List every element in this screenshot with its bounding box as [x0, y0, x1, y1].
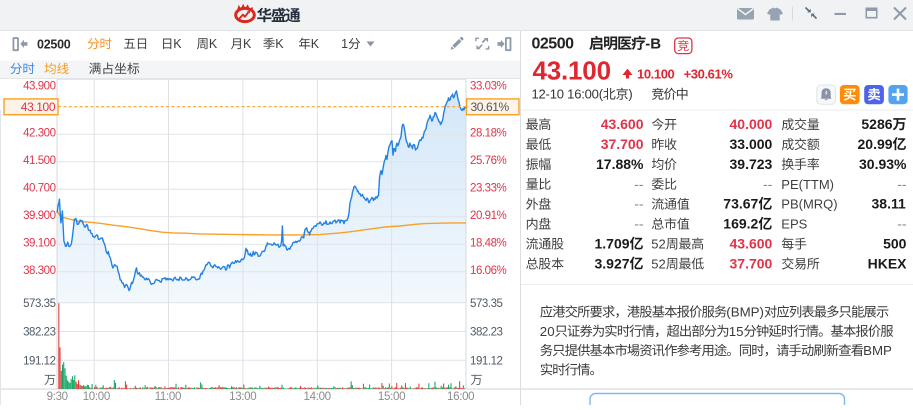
svg-text:52: 52 [651, 256, 665, 271]
svg-text:39.723: 39.723 [730, 156, 773, 172]
svg-text:K: K [209, 37, 218, 51]
svg-text:573.35: 573.35 [470, 298, 503, 310]
svg-text:BMP: BMP [863, 343, 892, 358]
svg-text:+30.61%: +30.61% [684, 67, 734, 82]
svg-text:1.709: 1.709 [595, 236, 630, 252]
svg-text:--: -- [634, 196, 644, 212]
svg-text:37.700: 37.700 [730, 255, 773, 271]
svg-text:25.76%: 25.76% [470, 155, 507, 167]
svg-text:382.23: 382.23 [23, 327, 56, 339]
svg-text:43.600: 43.600 [601, 116, 644, 132]
svg-text:--: -- [897, 216, 907, 232]
svg-text:20: 20 [540, 324, 555, 339]
svg-text:20.91%: 20.91% [470, 210, 507, 222]
svg-text:30.93%: 30.93% [859, 156, 907, 172]
svg-text:39.900: 39.900 [23, 210, 56, 222]
svg-text:382.23: 382.23 [470, 327, 503, 339]
svg-text:33.000: 33.000 [730, 136, 773, 152]
svg-text:--: -- [763, 176, 773, 192]
svg-text:14:00: 14:00 [304, 391, 331, 403]
svg-text:K: K [311, 37, 320, 51]
svg-text:HKEX: HKEX [868, 255, 908, 271]
svg-text:PB(MRQ): PB(MRQ) [781, 197, 837, 212]
svg-text:16.06%: 16.06% [470, 265, 507, 277]
svg-text:43.100: 43.100 [21, 100, 56, 114]
svg-text:30.61%: 30.61% [471, 100, 510, 114]
svg-text:39.100: 39.100 [23, 238, 56, 250]
svg-text:41.500: 41.500 [23, 155, 56, 167]
svg-text:20.99: 20.99 [858, 136, 893, 152]
svg-text:23.33%: 23.33% [470, 183, 507, 195]
svg-text:43.600: 43.600 [730, 236, 773, 252]
svg-text:11:00: 11:00 [155, 391, 181, 403]
svg-text:02500: 02500 [37, 37, 71, 51]
svg-text:33.03%: 33.03% [470, 80, 507, 92]
svg-text:40.700: 40.700 [23, 183, 56, 195]
svg-text:18.48%: 18.48% [470, 238, 507, 250]
svg-text:--: -- [897, 176, 907, 192]
svg-text:40.000: 40.000 [730, 116, 773, 132]
svg-text:K: K [275, 37, 284, 51]
svg-text:573.35: 573.35 [23, 298, 56, 310]
svg-text:K: K [173, 37, 182, 51]
svg-text:52: 52 [651, 237, 665, 252]
svg-text:PE(TTM): PE(TTM) [781, 177, 834, 192]
svg-text:191.12: 191.12 [470, 355, 503, 367]
svg-text:38.11: 38.11 [872, 196, 906, 212]
svg-text:15: 15 [729, 324, 744, 339]
svg-text:9:30: 9:30 [47, 391, 68, 403]
svg-text:K: K [243, 37, 252, 51]
svg-text:42.300: 42.300 [23, 128, 56, 140]
svg-text:EPS: EPS [781, 217, 807, 232]
svg-text:3.927: 3.927 [595, 255, 630, 271]
svg-text:13:00: 13:00 [229, 391, 256, 403]
svg-text:10.100: 10.100 [637, 67, 675, 82]
svg-text:28.18%: 28.18% [470, 128, 507, 140]
svg-text:38.300: 38.300 [23, 265, 56, 277]
svg-text:37.700: 37.700 [601, 136, 644, 152]
svg-text:02500: 02500 [532, 36, 575, 53]
svg-text:16:00: 16:00 [447, 391, 474, 403]
svg-text:10:00: 10:00 [83, 391, 110, 403]
svg-text:43.900: 43.900 [23, 80, 56, 92]
svg-text:169.2: 169.2 [723, 216, 758, 232]
svg-text:(BMP): (BMP) [726, 305, 764, 320]
svg-text:): ) [628, 87, 632, 102]
svg-text:17.88%: 17.88% [596, 156, 644, 172]
svg-text:5286: 5286 [861, 116, 892, 132]
svg-text:191.12: 191.12 [23, 355, 56, 367]
svg-text:-B: -B [645, 36, 661, 53]
svg-text:500: 500 [883, 236, 907, 252]
svg-text:12-10 16:00(: 12-10 16:00( [532, 87, 604, 102]
svg-text:1: 1 [341, 37, 348, 51]
svg-text:43.100: 43.100 [533, 55, 611, 85]
svg-text:15:00: 15:00 [378, 391, 405, 403]
svg-text:73.67: 73.67 [723, 196, 758, 212]
svg-text:--: -- [634, 176, 644, 192]
svg-text:--: -- [634, 216, 644, 232]
